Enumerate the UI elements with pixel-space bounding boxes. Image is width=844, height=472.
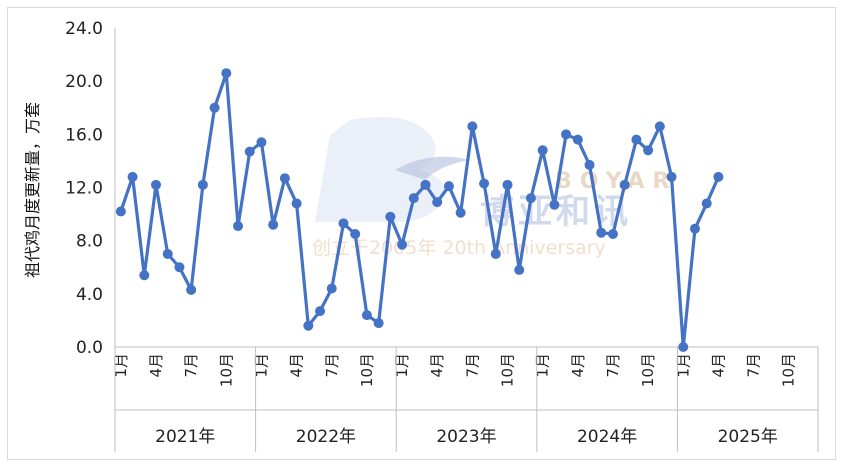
- data-point: [315, 306, 326, 317]
- x-tick-label: 7月: [745, 353, 763, 378]
- data-point: [279, 173, 290, 184]
- year-label: 2023年: [436, 427, 496, 447]
- data-point: [443, 181, 454, 192]
- data-point: [584, 159, 595, 170]
- data-point: [678, 342, 689, 352]
- data-point: [479, 178, 490, 189]
- y-tick-label: 20.0: [65, 72, 103, 92]
- data-point: [455, 207, 466, 218]
- x-tick-label: 7月: [463, 353, 481, 378]
- y-tick-label: 0.0: [76, 338, 103, 358]
- data-point: [689, 223, 700, 234]
- y-tick-label: 16.0: [65, 125, 103, 145]
- data-point: [643, 145, 654, 156]
- data-point: [139, 270, 150, 281]
- data-point: [244, 146, 255, 157]
- x-tick-label: 4月: [709, 353, 727, 378]
- year-label: 2021年: [155, 427, 215, 447]
- data-point: [619, 179, 630, 190]
- data-point: [666, 171, 677, 182]
- data-point: [385, 211, 396, 222]
- data-point: [408, 193, 419, 204]
- data-point: [432, 197, 443, 208]
- data-point: [654, 121, 665, 132]
- data-point: [115, 206, 126, 217]
- data-point: [268, 219, 279, 230]
- data-point: [631, 134, 642, 145]
- data-point: [221, 68, 232, 79]
- data-point: [350, 229, 361, 240]
- x-tick-label: 4月: [288, 353, 306, 378]
- year-label: 2022年: [296, 427, 356, 447]
- data-point: [197, 179, 208, 190]
- data-point: [303, 320, 314, 331]
- year-label: 2025年: [718, 427, 778, 447]
- x-tick-label: 4月: [428, 353, 446, 378]
- x-tick-label: 1月: [534, 353, 552, 378]
- data-point: [127, 171, 138, 182]
- watermark: BOYAR 博亚和讯 创立于2005年 20th Anniversary: [312, 117, 677, 259]
- data-point: [373, 318, 384, 329]
- watermark-bird-icon: [395, 156, 470, 180]
- x-tick-label: 10月: [358, 353, 376, 387]
- data-point: [420, 179, 431, 190]
- x-tick-label: 10月: [639, 353, 657, 387]
- y-tick-label: 8.0: [76, 232, 103, 252]
- data-point: [561, 129, 572, 140]
- data-point: [256, 137, 267, 148]
- data-point: [209, 102, 220, 113]
- data-point: [361, 310, 372, 321]
- x-tick-label: 1月: [393, 353, 411, 378]
- x-tick-label: 10月: [780, 353, 798, 387]
- data-point: [490, 248, 501, 259]
- data-point: [162, 248, 173, 259]
- data-point: [572, 134, 583, 145]
- data-point: [607, 229, 618, 240]
- data-point: [186, 284, 197, 295]
- data-point: [338, 218, 349, 229]
- data-point: [467, 121, 478, 132]
- y-tick-label: 4.0: [76, 285, 103, 305]
- data-point: [397, 239, 408, 250]
- x-tick-label: 1月: [252, 353, 270, 378]
- x-tick-label: 4月: [569, 353, 587, 378]
- data-point: [514, 264, 525, 275]
- data-point: [525, 193, 536, 204]
- x-tick-label: 1月: [674, 353, 692, 378]
- y-tick-label: 12.0: [65, 179, 103, 199]
- watermark-brand: BOYAR: [555, 169, 677, 194]
- year-label: 2024年: [577, 427, 637, 447]
- x-tick-label: 7月: [182, 353, 200, 378]
- y-tick-label: 24.0: [65, 19, 103, 39]
- data-point: [701, 198, 712, 209]
- data-point: [502, 179, 513, 190]
- series-line: [119, 71, 720, 349]
- y-axis-label: 祖代鸡月度更新量，万套: [23, 102, 42, 278]
- data-point: [291, 198, 302, 209]
- x-tick-label: 10月: [217, 353, 235, 387]
- x-tick-label: 7月: [604, 353, 622, 378]
- data-point: [537, 145, 548, 156]
- x-tick-label: 10月: [499, 353, 517, 387]
- data-point: [174, 262, 185, 273]
- data-point: [713, 171, 724, 182]
- chart-frame: [7, 7, 836, 460]
- data-point: [549, 199, 560, 210]
- data-point: [151, 179, 162, 190]
- x-tick-label: 1月: [112, 353, 130, 378]
- data-point: [233, 221, 244, 232]
- x-tick-label: 7月: [323, 353, 341, 378]
- x-tick-label: 4月: [147, 353, 165, 378]
- data-point: [326, 283, 337, 294]
- data-point: [596, 227, 607, 238]
